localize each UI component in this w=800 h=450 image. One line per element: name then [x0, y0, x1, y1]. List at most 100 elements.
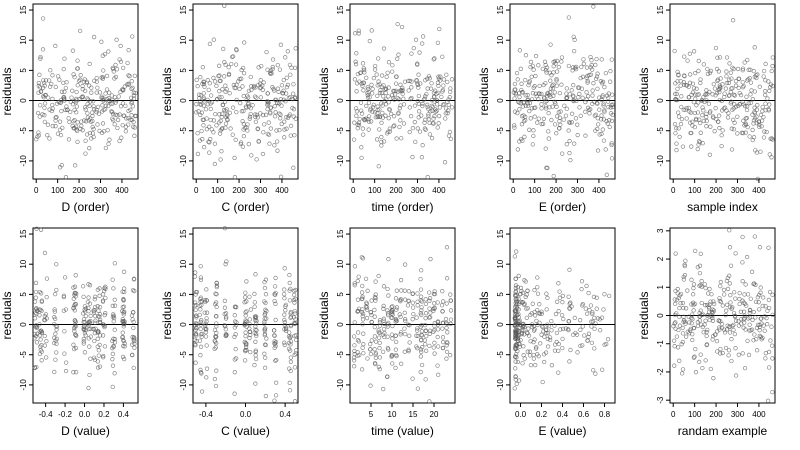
data-point: [42, 318, 48, 323]
data-point: [746, 67, 751, 72]
data-point: [217, 112, 222, 117]
data-point: [524, 315, 529, 320]
data-point: [768, 338, 773, 343]
data-point: [212, 376, 218, 382]
data-point: [239, 109, 245, 114]
data-point: [717, 125, 722, 131]
y-tick-label: -5: [179, 127, 188, 135]
data-point: [53, 124, 58, 129]
data-point: [354, 51, 359, 56]
data-point: [422, 96, 427, 101]
data-point: [262, 280, 267, 285]
data-point: [216, 73, 221, 79]
data-point: [541, 352, 547, 357]
data-point: [537, 83, 542, 88]
data-point: [766, 349, 772, 355]
data-point: [686, 95, 692, 100]
data-point: [549, 328, 554, 333]
data-point: [37, 114, 42, 119]
data-point: [204, 287, 209, 292]
data-point: [528, 339, 533, 344]
data-point: [707, 286, 712, 292]
data-point: [198, 322, 203, 327]
data-point: [604, 172, 609, 177]
data-point: [529, 74, 534, 79]
data-point: [681, 319, 686, 324]
data-point: [248, 307, 254, 312]
data-point: [358, 100, 364, 105]
data-point: [366, 114, 372, 119]
data-point: [767, 289, 773, 295]
data-point: [265, 91, 270, 96]
data-point: [238, 100, 243, 106]
data-point: [46, 78, 52, 83]
data-point: [87, 344, 92, 349]
data-point: [288, 133, 293, 138]
y-tick-label: 5: [19, 292, 28, 297]
data-point: [541, 82, 546, 88]
data-point: [513, 285, 518, 291]
data-point: [224, 259, 229, 264]
data-point: [715, 349, 720, 354]
data-point: [730, 305, 735, 310]
data-point: [86, 319, 92, 324]
data-point: [576, 95, 581, 100]
data-point: [82, 105, 88, 110]
data-point: [291, 165, 296, 170]
data-point: [679, 94, 684, 99]
data-point: [530, 142, 535, 147]
data-point: [439, 303, 445, 308]
data-point: [32, 299, 38, 304]
data-point: [419, 299, 425, 304]
data-point: [126, 73, 131, 78]
data-point: [580, 74, 586, 79]
data-point: [512, 96, 517, 101]
data-point: [673, 301, 678, 307]
data-point: [415, 346, 420, 351]
data-point: [531, 67, 536, 72]
data-point: [423, 311, 429, 316]
data-point: [419, 323, 424, 328]
data-point: [427, 298, 432, 303]
data-point: [74, 89, 79, 95]
data-point: [597, 95, 602, 100]
x-tick-label: 200: [72, 186, 86, 195]
y-tick-label: 10: [336, 259, 345, 268]
data-point: [223, 262, 228, 267]
data-point: [193, 270, 198, 275]
data-point: [379, 120, 384, 125]
data-point: [415, 303, 420, 308]
data-point: [555, 299, 560, 304]
data-point: [516, 378, 522, 383]
data-point: [682, 263, 688, 269]
x-tick-label: 200: [389, 186, 403, 195]
data-point: [526, 333, 532, 338]
data-point: [741, 317, 746, 322]
data-point: [371, 102, 376, 107]
data-point: [200, 65, 206, 70]
data-point: [44, 338, 49, 344]
data-point: [359, 108, 364, 113]
data-point: [606, 104, 611, 110]
data-point: [232, 370, 237, 375]
data-point: [402, 349, 407, 354]
data-point: [426, 107, 431, 112]
data-point: [272, 345, 277, 351]
data-point: [118, 104, 124, 109]
data-point: [572, 315, 577, 321]
data-point: [745, 338, 750, 343]
data-point: [690, 317, 695, 322]
data-point: [53, 338, 58, 343]
y-tick-label: -10: [19, 379, 28, 391]
data-point: [763, 108, 768, 113]
data-point: [120, 317, 125, 322]
data-point: [675, 286, 680, 292]
data-point: [274, 139, 280, 144]
x-tick-label: 0.0: [240, 410, 252, 419]
data-point: [429, 81, 434, 86]
x-tick-label: 400: [752, 410, 766, 419]
data-point: [282, 317, 287, 323]
data-point: [98, 333, 103, 338]
data-point: [379, 143, 384, 148]
data-point: [230, 54, 235, 60]
